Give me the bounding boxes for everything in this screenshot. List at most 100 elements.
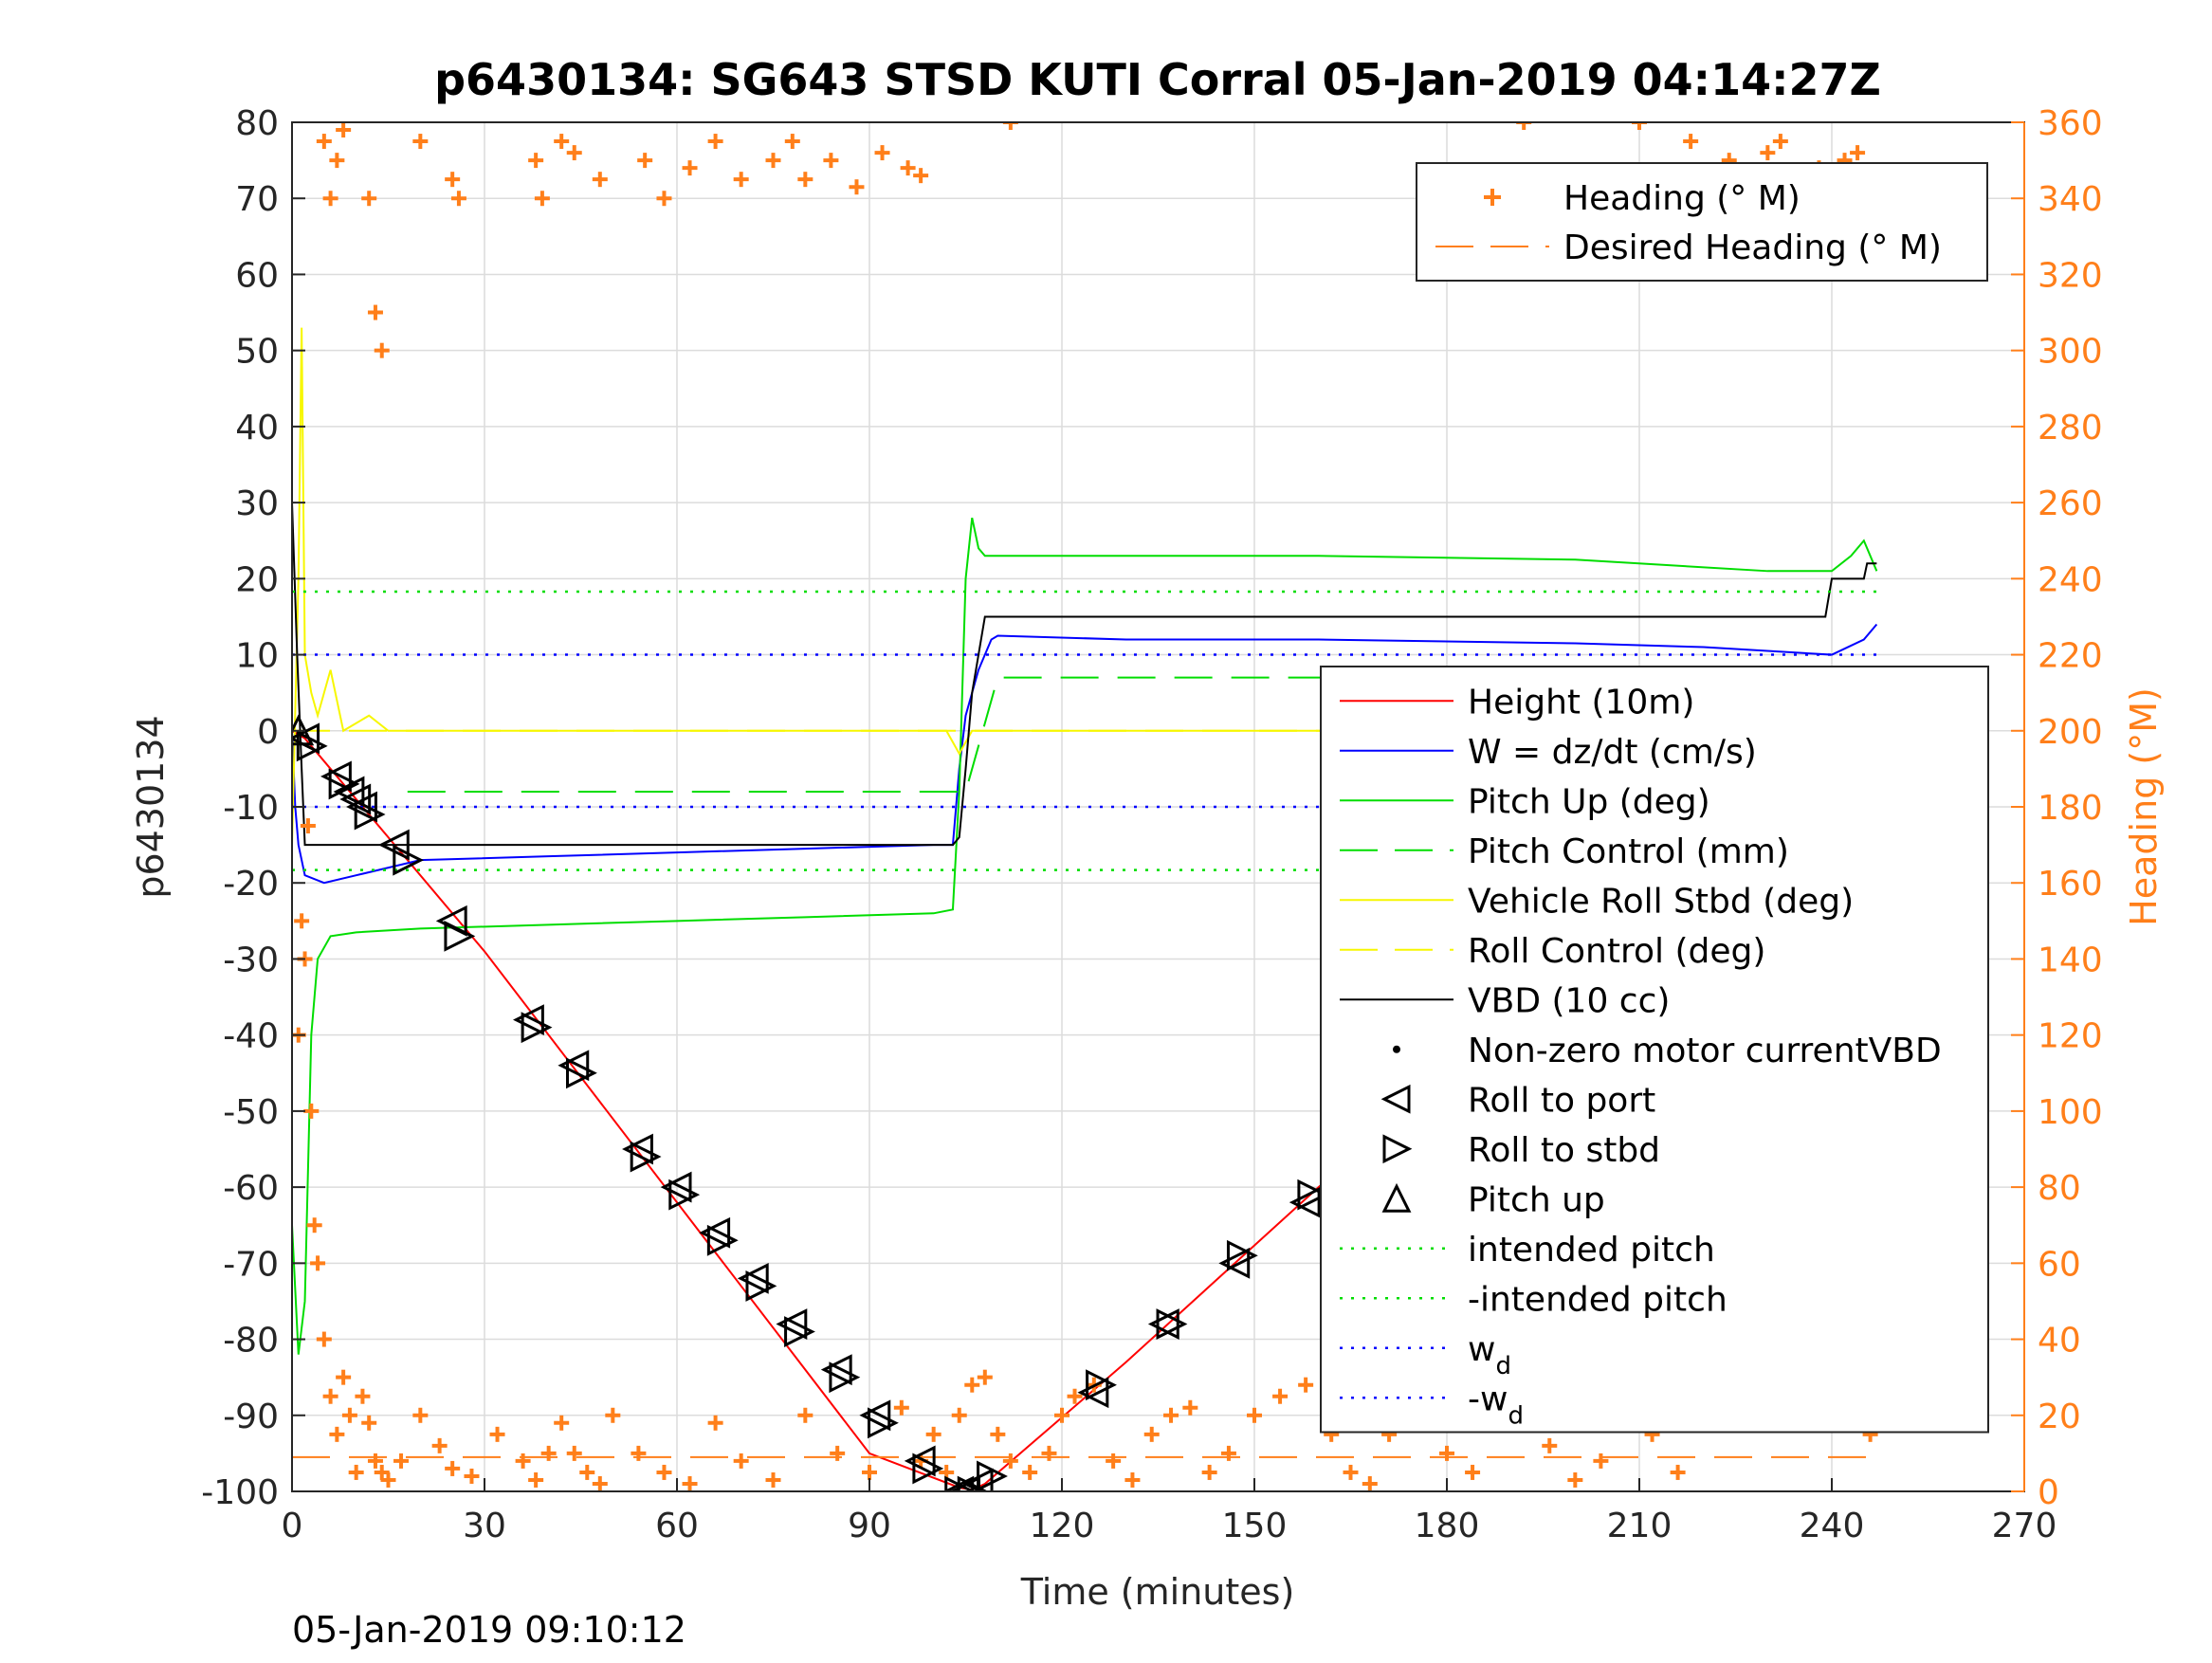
- legend-label: Heading (° M): [1563, 179, 1801, 218]
- roll-to-port-marker: [622, 1133, 653, 1165]
- heading-point: [1593, 1453, 1609, 1469]
- y-tick-label-right: 40: [2038, 1322, 2081, 1361]
- roll-to-port-marker: [660, 1171, 692, 1203]
- y-tick-label-left: -20: [223, 865, 279, 904]
- legend-entry: Height (10m): [1340, 683, 1694, 722]
- heading-point: [303, 1103, 320, 1119]
- heading-point: [797, 1407, 814, 1423]
- heading-point: [1022, 1464, 1038, 1480]
- legend-heading: Heading (° M) Desired Heading (° M): [1416, 162, 1988, 282]
- legend-label: Vehicle Roll Stbd (deg): [1468, 882, 1854, 921]
- heading-point: [592, 1475, 608, 1491]
- footer-timestamp: 05-Jan-2019 09:10:12: [292, 1609, 686, 1651]
- heading-point: [682, 160, 698, 176]
- heading-point: [1002, 1453, 1018, 1469]
- legend-label-text: -intended pitch: [1468, 1280, 1728, 1319]
- y-tick-label-right: 140: [2038, 941, 2103, 979]
- legend-entry: Desired Heading (° M): [1435, 228, 1942, 267]
- roll-to-stbd-marker: [1226, 1239, 1258, 1271]
- roll-to-stbd-marker: [745, 1270, 777, 1302]
- heading-point: [1670, 1464, 1686, 1480]
- heading-point: [1772, 134, 1788, 150]
- heading-point: [393, 1453, 410, 1469]
- heading-point: [656, 1464, 672, 1480]
- roll-to-stbd-marker: [784, 1316, 815, 1347]
- heading-point: [707, 1415, 723, 1431]
- heading-point: [1124, 1471, 1141, 1488]
- legend-label-text: Pitch Up (deg): [1468, 782, 1710, 821]
- roll-to-stbd-marker: [296, 730, 328, 762]
- heading-point: [784, 134, 800, 150]
- x-tick-label: 180: [1415, 1507, 1480, 1545]
- heading-point: [1041, 1445, 1057, 1461]
- y-tick-label-right: 20: [2038, 1398, 2081, 1436]
- heading-point: [1054, 1407, 1069, 1423]
- legend-label: Roll to port: [1468, 1081, 1655, 1120]
- y-tick-label-right: 300: [2038, 333, 2103, 372]
- roll-to-stbd-marker: [706, 1224, 739, 1256]
- y-tick-label-right: 80: [2038, 1169, 2081, 1208]
- roll-to-stbd-marker: [521, 1012, 553, 1044]
- heading-point: [336, 122, 352, 138]
- chart-title: p6430134: SG643 STSD KUTI Corral 05-Jan-…: [434, 54, 1881, 105]
- legend-label-text: W = dz/dt (cm/s): [1468, 733, 1757, 772]
- heading-point: [322, 1388, 338, 1404]
- heading-point: [733, 172, 749, 188]
- y-tick-label-left: 0: [257, 713, 279, 752]
- y-tick-label-left: 60: [235, 256, 279, 295]
- x-tick-label: 120: [1030, 1507, 1095, 1545]
- legend-label-text: Roll to stbd: [1468, 1131, 1660, 1170]
- legend-swatch: [1380, 1084, 1411, 1114]
- heading-point: [489, 1426, 505, 1442]
- roll-to-stbd-marker: [957, 1475, 989, 1491]
- heading-point: [797, 172, 814, 188]
- roll-to-port-marker: [513, 1004, 544, 1036]
- legend-label-text: Roll Control (deg): [1468, 932, 1765, 971]
- roll-to-port-marker: [820, 1354, 852, 1386]
- legend-label: Roll to stbd: [1468, 1131, 1660, 1170]
- y-tick-label-left: -50: [223, 1093, 279, 1132]
- y-tick-label-right: 100: [2038, 1093, 2103, 1132]
- roll-to-stbd-marker: [393, 844, 425, 876]
- legend-entry: Vehicle Roll Stbd (deg): [1340, 882, 1854, 921]
- y-tick-label-left: 80: [235, 104, 279, 143]
- series-line-pitch-control-mm-: [407, 676, 1877, 793]
- y-axis-label-right: Heading (°M): [2123, 687, 2165, 926]
- roll-to-stbd-marker: [668, 1179, 701, 1211]
- legend-label: intended pitch: [1468, 1231, 1715, 1270]
- y-tick-label-right: 0: [2038, 1473, 2059, 1512]
- legend-entry: Heading (° M): [1484, 179, 1801, 218]
- heading-point: [1850, 145, 1866, 161]
- heading-point: [913, 168, 929, 184]
- x-tick-label: 240: [1800, 1507, 1865, 1545]
- heading-point: [1760, 145, 1776, 161]
- heading-point: [528, 153, 544, 169]
- heading-point: [374, 342, 390, 358]
- legend-entry: intended pitch: [1340, 1231, 1715, 1270]
- heading-point: [329, 1426, 345, 1442]
- x-tick-label: 270: [1992, 1507, 2057, 1545]
- y-tick-label-left: 50: [235, 333, 279, 372]
- legend-entry: W = dz/dt (cm/s): [1340, 733, 1757, 772]
- heading-point: [554, 1415, 570, 1431]
- heading-point: [1542, 1437, 1558, 1453]
- y-tick-label-right: 360: [2038, 104, 2103, 143]
- y-tick-label-left: 40: [235, 409, 279, 448]
- heading-point: [316, 1331, 332, 1347]
- legend-swatch: [1381, 1182, 1412, 1213]
- heading-point: [412, 1407, 429, 1423]
- y-tick-label-right: 320: [2038, 256, 2103, 295]
- heading-point: [1143, 1426, 1160, 1442]
- y-tick-label-right: 220: [2038, 637, 2103, 676]
- legend-entry: wd: [1340, 1330, 1511, 1380]
- heading-point: [515, 1453, 531, 1469]
- heading-point: [380, 1471, 396, 1488]
- heading-point: [374, 1464, 390, 1480]
- heading-point: [900, 160, 916, 176]
- roll-to-stbd-marker: [354, 798, 386, 831]
- legend-entry: Roll to port: [1380, 1081, 1655, 1120]
- heading-point: [656, 191, 672, 207]
- roll-to-port-marker: [320, 760, 352, 793]
